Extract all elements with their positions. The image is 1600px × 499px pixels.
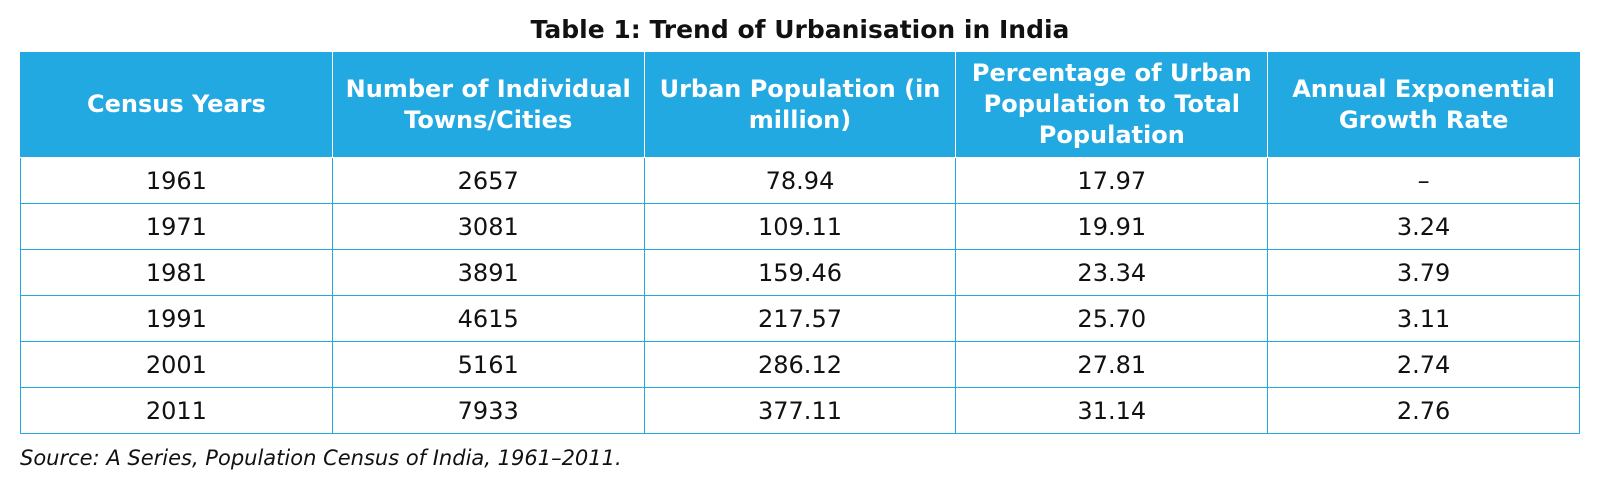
cell-urban-population: 159.46 bbox=[643, 249, 957, 296]
header-urban-population: Urban Population (in million) bbox=[643, 52, 957, 158]
cell-towns: 7933 bbox=[331, 387, 645, 434]
table-row: 1971 3081 109.11 19.91 3.24 bbox=[20, 203, 1580, 250]
header-percentage-urban: Percentage of Urban Population to Total … bbox=[955, 52, 1269, 158]
cell-urban-population: 286.12 bbox=[643, 341, 957, 388]
cell-percentage: 23.34 bbox=[955, 249, 1269, 296]
header-census-years: Census Years bbox=[20, 52, 333, 158]
cell-percentage: 31.14 bbox=[955, 387, 1269, 434]
table-row: 2001 5161 286.12 27.81 2.74 bbox=[20, 341, 1580, 388]
cell-urban-population: 78.94 bbox=[643, 157, 957, 204]
cell-census-year: 1991 bbox=[20, 295, 333, 342]
cell-towns: 3891 bbox=[331, 249, 645, 296]
cell-growth-rate: – bbox=[1267, 157, 1580, 204]
cell-census-year: 2001 bbox=[20, 341, 333, 388]
cell-growth-rate: 3.79 bbox=[1267, 249, 1580, 296]
cell-growth-rate: 2.74 bbox=[1267, 341, 1580, 388]
cell-towns: 3081 bbox=[331, 203, 645, 250]
cell-census-year: 1971 bbox=[20, 203, 333, 250]
header-number-of-towns: Number of Individual Towns/Cities bbox=[331, 52, 645, 158]
cell-percentage: 25.70 bbox=[955, 295, 1269, 342]
table-row: 1981 3891 159.46 23.34 3.79 bbox=[20, 249, 1580, 296]
cell-towns: 2657 bbox=[331, 157, 645, 204]
cell-percentage: 19.91 bbox=[955, 203, 1269, 250]
table-row: 1991 4615 217.57 25.70 3.11 bbox=[20, 295, 1580, 342]
table-title: Table 1: Trend of Urbanisation in India bbox=[530, 15, 1070, 44]
table-row: 1961 2657 78.94 17.97 – bbox=[20, 157, 1580, 204]
cell-census-year: 1981 bbox=[20, 249, 333, 296]
cell-growth-rate: 2.76 bbox=[1267, 387, 1580, 434]
cell-towns: 5161 bbox=[331, 341, 645, 388]
cell-percentage: 17.97 bbox=[955, 157, 1269, 204]
table-row: 2011 7933 377.11 31.14 2.76 bbox=[20, 387, 1580, 434]
cell-towns: 4615 bbox=[331, 295, 645, 342]
cell-urban-population: 109.11 bbox=[643, 203, 957, 250]
cell-growth-rate: 3.11 bbox=[1267, 295, 1580, 342]
cell-urban-population: 217.57 bbox=[643, 295, 957, 342]
table-header-row: Census Years Number of Individual Towns/… bbox=[20, 52, 1580, 158]
cell-growth-rate: 3.24 bbox=[1267, 203, 1580, 250]
urbanisation-table: Census Years Number of Individual Towns/… bbox=[20, 52, 1580, 434]
cell-urban-population: 377.11 bbox=[643, 387, 957, 434]
cell-census-year: 1961 bbox=[20, 157, 333, 204]
source-note: Source: A Series, Population Census of I… bbox=[20, 446, 622, 470]
cell-census-year: 2011 bbox=[20, 387, 333, 434]
header-growth-rate: Annual Exponential Growth Rate bbox=[1267, 52, 1580, 158]
cell-percentage: 27.81 bbox=[955, 341, 1269, 388]
